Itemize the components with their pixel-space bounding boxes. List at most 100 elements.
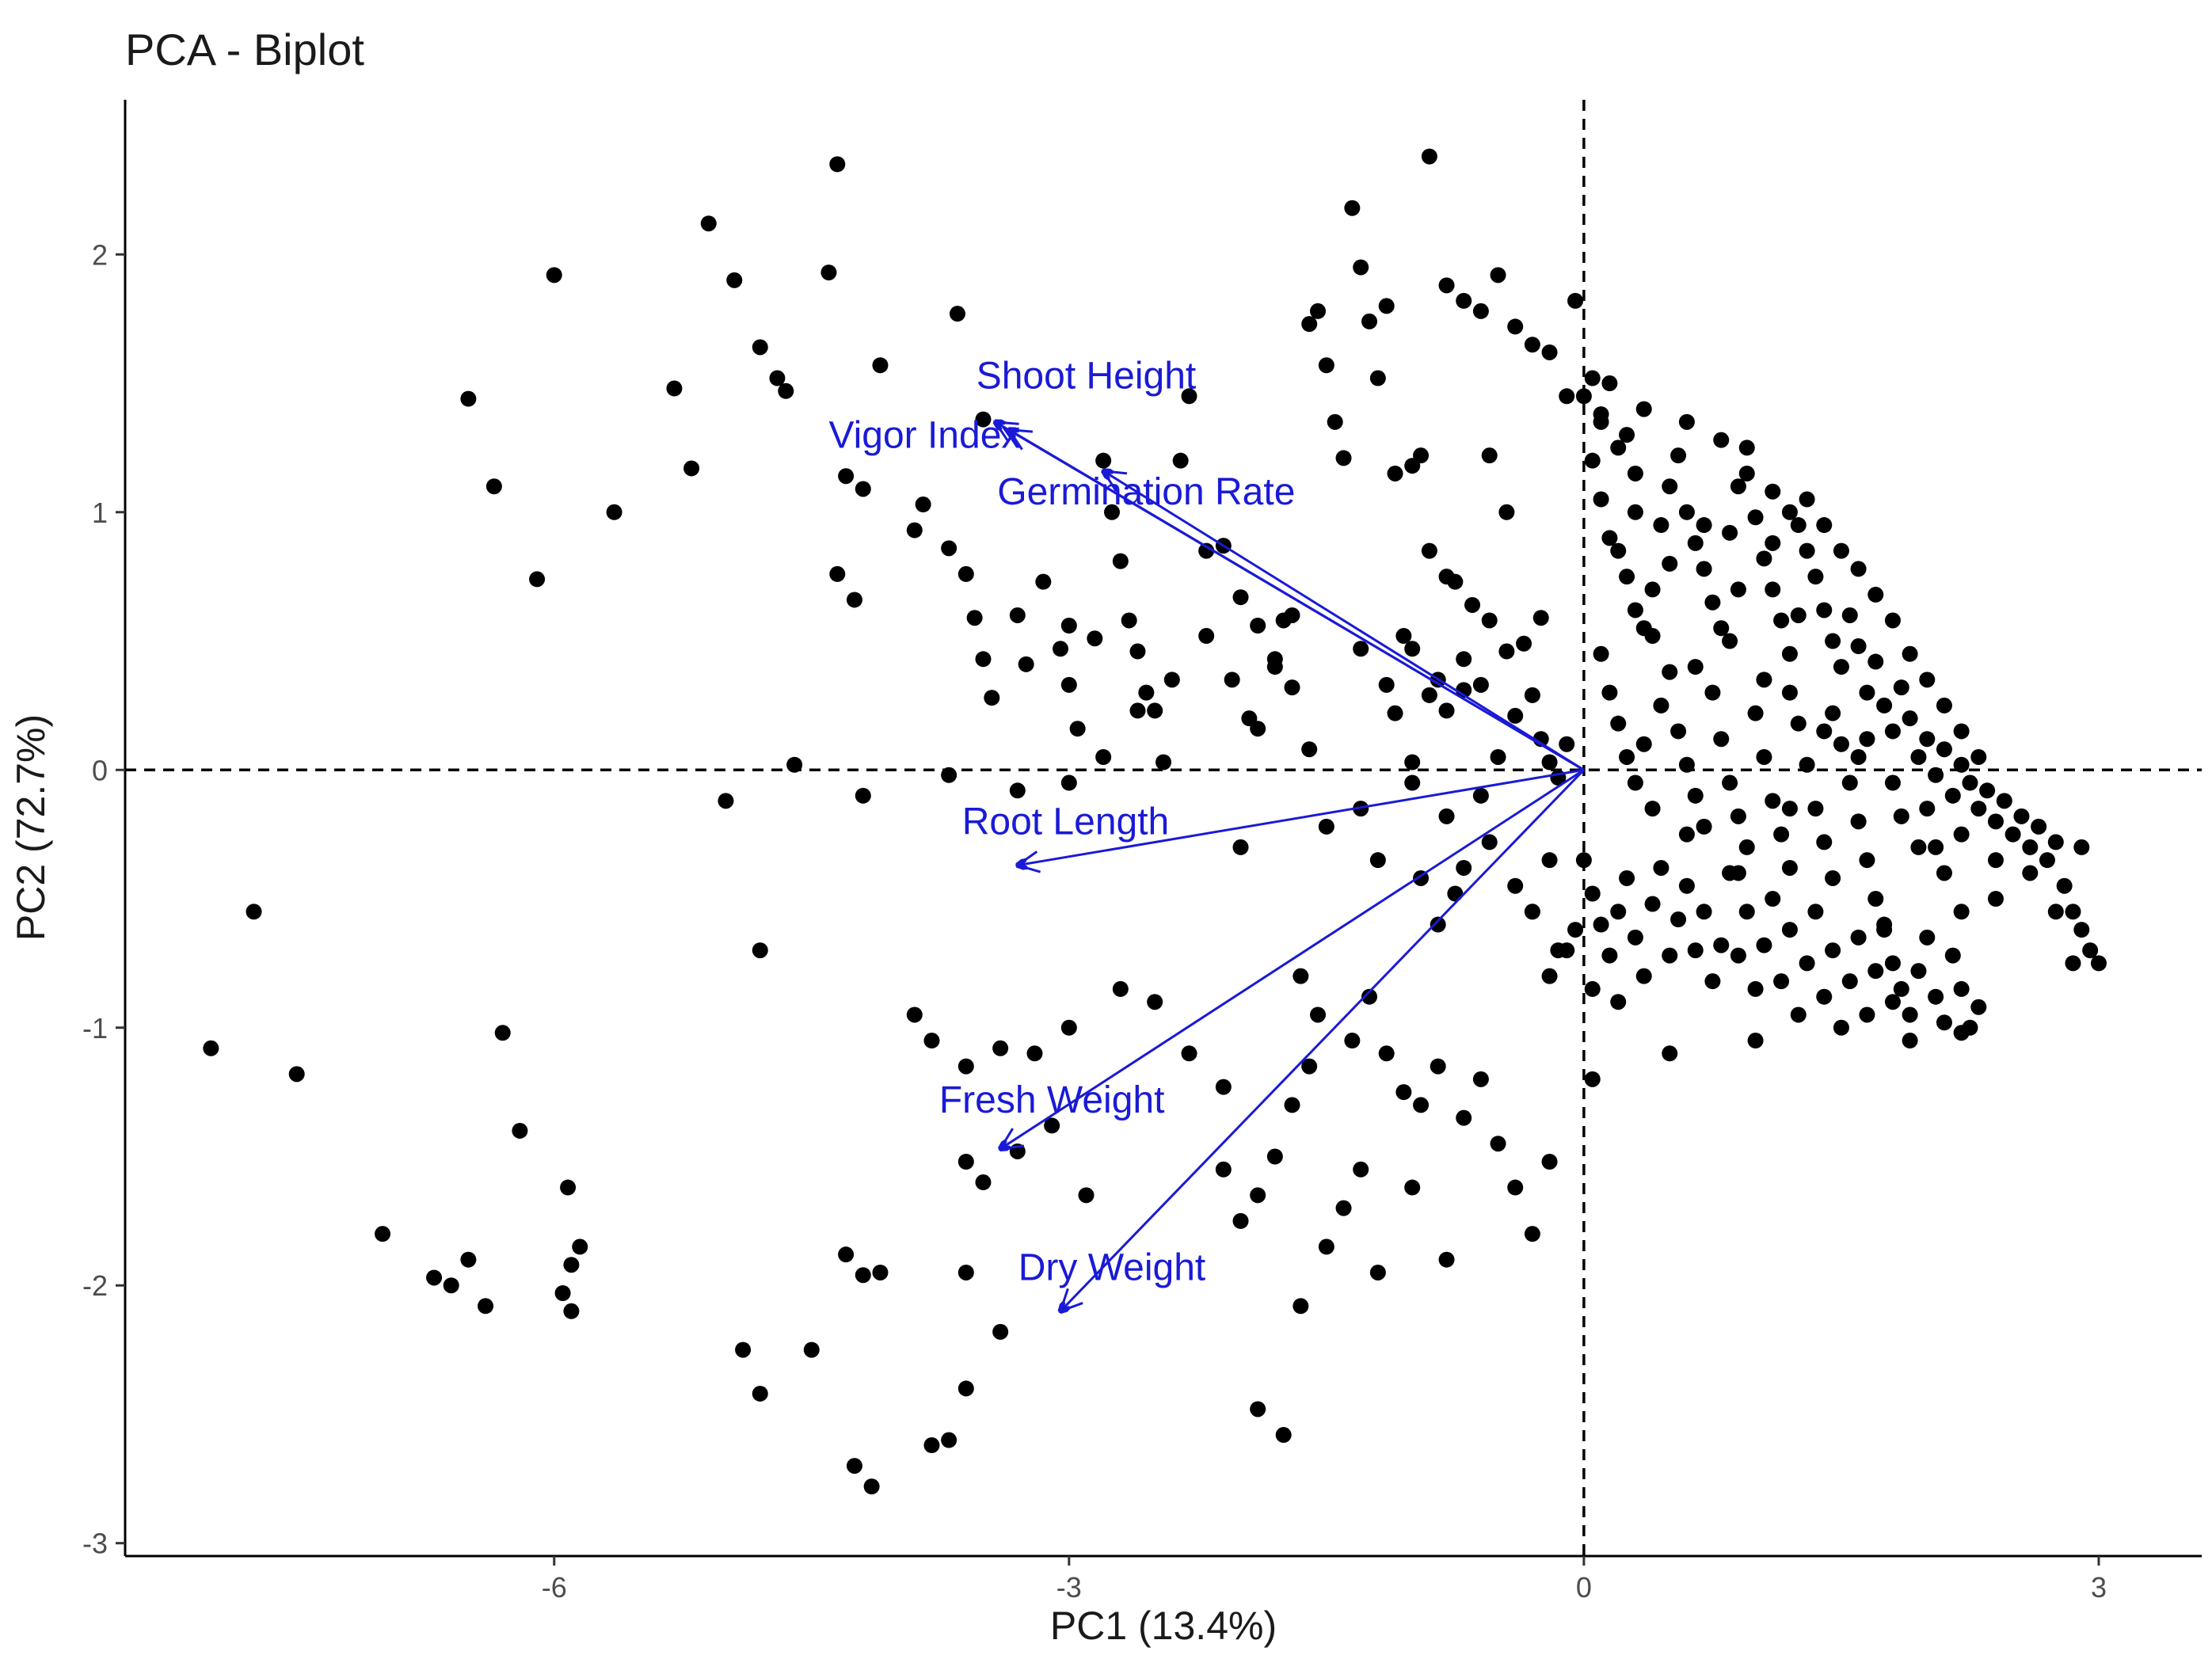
data-point — [1884, 612, 1901, 629]
vector-root-length — [1018, 768, 1585, 865]
data-point — [1584, 885, 1601, 902]
data-point — [1250, 1401, 1266, 1417]
data-point — [1610, 542, 1627, 559]
data-point — [1919, 801, 1936, 817]
data-point — [958, 1264, 974, 1280]
data-point — [1765, 581, 1781, 598]
data-point — [2090, 955, 2107, 972]
data-point — [1696, 818, 1712, 835]
x-tick-label: -3 — [1057, 1571, 1082, 1604]
data-point — [1369, 370, 1386, 386]
data-point — [1987, 813, 2004, 830]
data-point — [563, 1257, 580, 1273]
data-point — [1541, 1154, 1558, 1170]
data-point — [1619, 427, 1635, 443]
data-point — [1902, 645, 1918, 662]
data-point — [1353, 259, 1369, 276]
data-point — [1687, 787, 1704, 804]
data-point — [1884, 955, 1901, 972]
y-tick-label: 1 — [92, 497, 108, 529]
data-point — [1266, 659, 1283, 675]
data-point — [1833, 736, 1849, 752]
data-point — [1301, 741, 1318, 758]
data-point — [1060, 676, 1077, 693]
data-point — [1730, 478, 1746, 495]
data-point — [1627, 774, 1643, 791]
data-point — [1035, 573, 1052, 590]
data-point — [1361, 313, 1378, 329]
data-point — [1507, 877, 1524, 894]
data-point — [1936, 741, 1952, 758]
data-point — [1807, 569, 1824, 585]
data-point — [546, 267, 562, 283]
data-point — [1850, 638, 1867, 655]
data-point — [1841, 973, 1858, 990]
data-point — [1953, 1025, 1970, 1041]
data-point — [1610, 904, 1627, 920]
data-point — [1662, 664, 1678, 680]
data-point — [752, 339, 768, 356]
data-point — [1507, 1179, 1524, 1196]
data-point — [1859, 731, 1875, 748]
data-point — [1825, 633, 1841, 649]
data-point — [1421, 687, 1437, 703]
data-point — [778, 382, 794, 399]
y-axis-title: PC2 (72.7%) — [9, 714, 53, 941]
data-point — [1181, 1045, 1197, 1062]
data-point — [1009, 607, 1026, 623]
data-point — [1369, 852, 1386, 869]
data-point — [1662, 1045, 1678, 1062]
data-point — [1730, 865, 1746, 881]
data-point — [1627, 465, 1643, 481]
data-point — [1970, 801, 1987, 817]
data-point — [1318, 818, 1334, 835]
data-point — [1884, 723, 1901, 740]
data-point — [958, 1154, 974, 1170]
data-point — [1232, 589, 1249, 606]
vector-arrowhead-shoot-height — [992, 420, 1019, 443]
data-point — [1421, 148, 1437, 165]
data-point — [1738, 439, 1755, 456]
data-point — [1713, 620, 1730, 637]
data-point — [2005, 826, 2021, 843]
data-point — [1293, 968, 1309, 984]
data-point — [1301, 316, 1318, 333]
data-point — [1404, 774, 1421, 791]
data-point — [1584, 980, 1601, 997]
data-point — [975, 651, 992, 668]
data-point — [494, 1025, 511, 1041]
data-point — [1825, 705, 1841, 721]
data-point — [1575, 852, 1592, 869]
data-point — [1687, 659, 1704, 675]
data-point — [735, 1341, 752, 1358]
data-point — [1507, 318, 1524, 335]
data-point — [1490, 267, 1506, 283]
data-point — [1696, 904, 1712, 920]
data-point — [1395, 1084, 1412, 1101]
data-point — [1404, 1179, 1421, 1196]
data-point — [941, 540, 958, 557]
data-point — [1447, 885, 1464, 902]
data-point — [1670, 447, 1687, 464]
vector-label-germination-rate: Germination Rate — [997, 471, 1295, 513]
data-point — [1610, 439, 1627, 456]
data-point — [1009, 782, 1026, 799]
data-point — [1464, 596, 1481, 613]
data-point — [1773, 826, 1790, 843]
data-point — [1678, 826, 1695, 843]
data-point — [1472, 787, 1489, 804]
data-point — [872, 1264, 889, 1280]
data-point — [1670, 911, 1687, 928]
data-point — [1215, 1079, 1232, 1095]
data-point — [1129, 643, 1146, 660]
data-point — [1970, 748, 1987, 765]
data-point — [1215, 1161, 1232, 1178]
data-point — [1481, 612, 1498, 629]
data-point — [1713, 731, 1730, 748]
data-point — [1730, 581, 1746, 598]
data-point — [1266, 1148, 1283, 1165]
data-point — [1507, 707, 1524, 724]
data-point — [1250, 721, 1266, 737]
data-point — [1773, 973, 1790, 990]
data-point — [1378, 298, 1395, 314]
